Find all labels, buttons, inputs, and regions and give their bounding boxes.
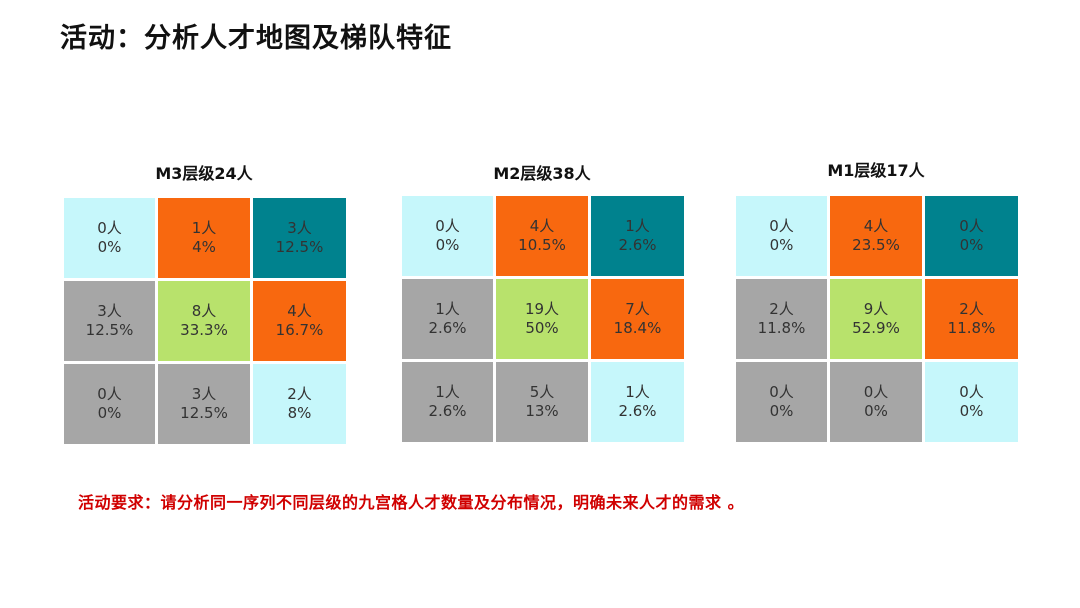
grid-cell: 2人 8% [253, 364, 346, 444]
grid-cell: 2人 11.8% [925, 279, 1018, 359]
cell-count: 9人 [863, 300, 889, 318]
cell-percentage: 0% [959, 236, 984, 254]
cell-count: 0人 [863, 383, 889, 401]
cell-count: 0人 [97, 385, 122, 403]
grid-cell: 1人 2.6% [402, 279, 493, 359]
cell-percentage: 50% [525, 319, 559, 337]
grid-cell: 3人 12.5% [253, 198, 346, 278]
cell-percentage: 0% [435, 236, 460, 254]
cell-count: 1人 [435, 300, 460, 318]
cell-percentage: 8% [287, 404, 312, 422]
grid-cell: 1人 2.6% [591, 362, 684, 442]
cell-count: 2人 [287, 385, 312, 403]
activity-requirement: 活动要求：请分析同一序列不同层级的九宫格人才数量及分布情况，明确未来人才的需求 … [78, 493, 745, 512]
grid-cell: 0人 0% [64, 364, 155, 444]
cell-percentage: 12.5% [85, 321, 134, 339]
cell-count: 0人 [769, 217, 794, 235]
cell-count: 2人 [769, 300, 794, 318]
grid-cell: 8人 33.3% [158, 281, 250, 361]
grid-cell: 0人 0% [402, 196, 493, 276]
cell-percentage: 0% [97, 238, 122, 256]
cell-percentage: 4% [192, 238, 216, 256]
cell-percentage: 2.6% [428, 402, 467, 420]
grid-cell: 7人 18.4% [591, 279, 684, 359]
cell-count: 0人 [97, 219, 122, 237]
grid-cell: 0人 0% [64, 198, 155, 278]
grid-cell: 19人 50% [496, 279, 588, 359]
grid-cell: 0人 0% [925, 196, 1018, 276]
cell-percentage: 2.6% [428, 319, 467, 337]
grid-cell: 4人 10.5% [496, 196, 588, 276]
cell-percentage: 11.8% [757, 319, 806, 337]
grid-cell: 3人 12.5% [158, 364, 250, 444]
cell-count: 7人 [625, 300, 650, 318]
grid-cell: 0人 0% [925, 362, 1018, 442]
cell-percentage: 0% [769, 236, 794, 254]
cell-count: 3人 [287, 219, 312, 237]
cell-percentage: 18.4% [613, 319, 662, 337]
cell-count: 1人 [435, 383, 460, 401]
cell-percentage: 2.6% [618, 402, 657, 420]
cell-percentage: 12.5% [275, 238, 324, 256]
cell-count: 1人 [625, 383, 650, 401]
cell-percentage: 12.5% [180, 404, 228, 422]
cell-percentage: 2.6% [618, 236, 657, 254]
cell-percentage: 16.7% [275, 321, 324, 339]
cell-percentage: 0% [97, 404, 122, 422]
cell-count: 0人 [959, 383, 984, 401]
grid-cell: 0人 0% [736, 196, 827, 276]
grid-cell: 5人 13% [496, 362, 588, 442]
cell-count: 5人 [529, 383, 555, 401]
nine-box-grid-m2: 0人 0% 4人 10.5% 1人 2.6% 1人 2.6% 19人 50% 7人 18.4% 1人 2.… [402, 196, 684, 442]
cell-count: 0人 [435, 217, 460, 235]
cell-count: 8人 [191, 302, 217, 320]
grid-title-m3: M3层级24人 [155, 164, 253, 183]
grid-title-m2: M2层级38人 [493, 164, 591, 183]
cell-percentage: 33.3% [180, 321, 228, 339]
grid-cell: 4人 23.5% [830, 196, 922, 276]
cell-percentage: 10.5% [518, 236, 566, 254]
cell-count: 2人 [959, 300, 984, 318]
cell-percentage: 0% [769, 402, 794, 420]
cell-count: 0人 [769, 383, 794, 401]
cell-count: 1人 [625, 217, 650, 235]
cell-percentage: 23.5% [852, 236, 900, 254]
cell-count: 4人 [287, 302, 312, 320]
grid-cell: 2人 11.8% [736, 279, 827, 359]
cell-count: 0人 [959, 217, 984, 235]
cell-count: 3人 [191, 385, 217, 403]
cell-percentage: 11.8% [947, 319, 996, 337]
page-title: 活动：分析人才地图及梯队特征 [60, 23, 452, 54]
grid-cell: 9人 52.9% [830, 279, 922, 359]
grid-cell: 1人 2.6% [591, 196, 684, 276]
cell-percentage: 0% [959, 402, 984, 420]
nine-box-grid-m1: 0人 0% 4人 23.5% 0人 0% 2人 11.8% 9人 52.9% 2人 11.8% 0人 0%… [736, 196, 1018, 442]
cell-count: 4人 [863, 217, 889, 235]
grid-cell: 1人 2.6% [402, 362, 493, 442]
cell-count: 3人 [97, 302, 122, 320]
grid-cell: 4人 16.7% [253, 281, 346, 361]
cell-count: 19人 [524, 300, 560, 318]
grid-title-m1: M1层级17人 [827, 161, 925, 180]
grid-cell: 3人 12.5% [64, 281, 155, 361]
cell-count: 1人 [191, 219, 217, 237]
cell-percentage: 52.9% [852, 319, 900, 337]
grid-cell: 0人 0% [830, 362, 922, 442]
grid-cell: 0人 0% [736, 362, 827, 442]
cell-percentage: 0% [864, 402, 888, 420]
nine-box-grid-m3: 0人 0% 1人 4% 3人 12.5% 3人 12.5% 8人 33.3% 4人 16.7% 0人 0%… [64, 198, 346, 444]
cell-percentage: 13% [525, 402, 559, 420]
cell-count: 4人 [529, 217, 555, 235]
grid-cell: 1人 4% [158, 198, 250, 278]
